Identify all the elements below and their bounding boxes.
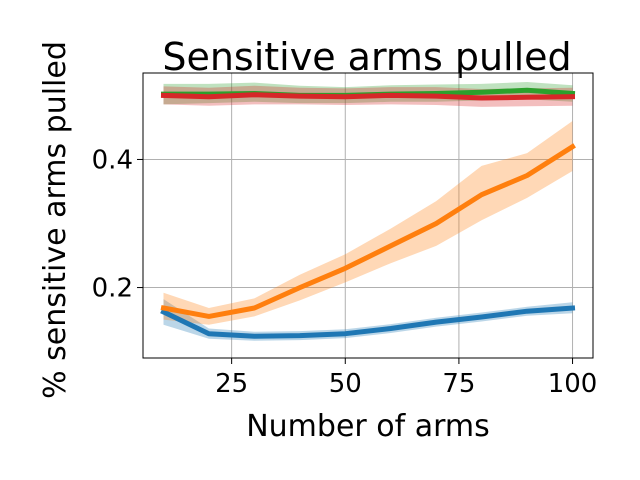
x-tick-label: 75 bbox=[442, 369, 475, 399]
series-lines bbox=[160, 87, 576, 339]
series-line bbox=[160, 143, 576, 319]
y-axis-label: % sensitive arms pulled bbox=[38, 41, 73, 399]
confidence-bands bbox=[163, 82, 573, 341]
confidence-band bbox=[163, 121, 573, 325]
x-tick-label: 25 bbox=[215, 369, 248, 399]
plot-frame bbox=[142, 72, 594, 359]
chart-title: Sensitive arms pulled bbox=[162, 35, 571, 79]
axis-ticks: 25 50 75 100 0.2 0.4 bbox=[92, 145, 598, 399]
y-tick-label: 0.2 bbox=[92, 274, 133, 304]
y-tick-label: 0.4 bbox=[92, 145, 133, 175]
series-line bbox=[160, 305, 576, 339]
x-tick-label: 50 bbox=[329, 369, 362, 399]
x-tick-label: 100 bbox=[548, 369, 598, 399]
x-axis-label: Number of arms bbox=[246, 409, 490, 444]
series-line bbox=[160, 92, 576, 101]
